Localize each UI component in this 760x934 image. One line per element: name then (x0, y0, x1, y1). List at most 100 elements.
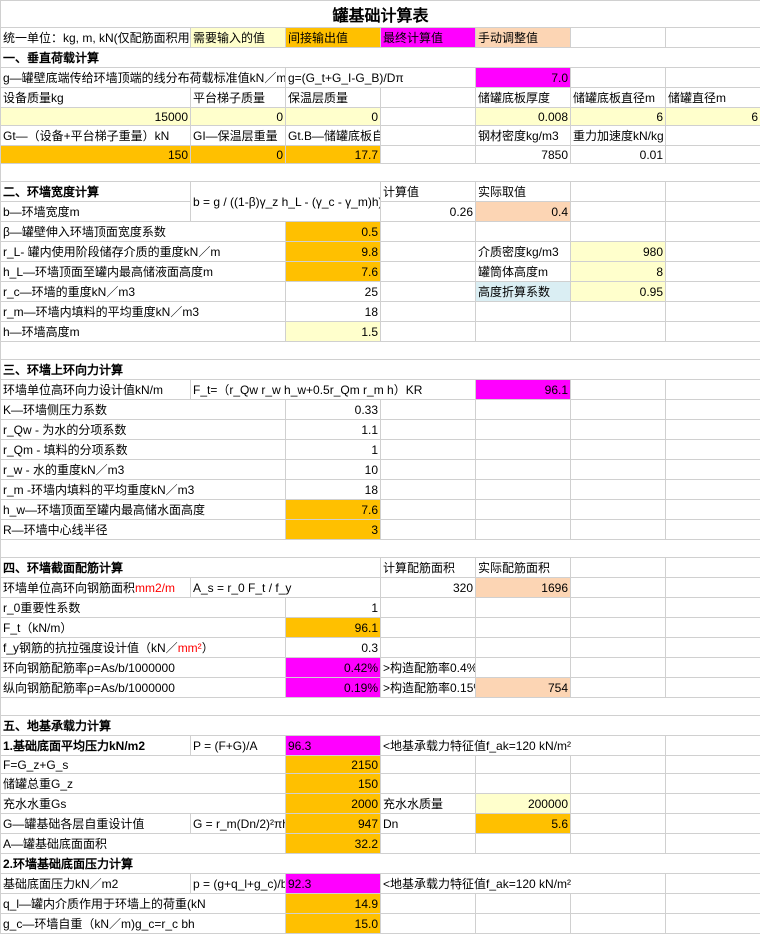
s2-r3v: 9.8 (286, 242, 381, 262)
s5-r3v: 150 (286, 774, 381, 794)
s1-formula: g=(G_t+G_I-G_B)/Dπ (286, 68, 476, 88)
s5-r7a: 基础底面压力kN／m2 (1, 874, 191, 894)
s5-s1f: P = (F+G)/A (191, 736, 286, 756)
s5-r2a: F=G_z+G_s (1, 756, 286, 774)
s5-r5f: G = r_m(Dn/2)²πh+Dπbhr_c (191, 814, 286, 834)
s4-r1f: A_s = r_0 F_t / f_y (191, 578, 381, 598)
s2-r5b: 高度折算系数 (476, 282, 571, 302)
s3-r8a: R—环墙中心线半径 (1, 520, 286, 540)
s1-r3f: 6 (666, 108, 760, 126)
s2-r5bv: 0.95 (571, 282, 666, 302)
legend-calc: 间接输出值 (286, 28, 381, 48)
s5-s2h: 2.环墙基础底面压力计算 (1, 854, 760, 874)
s5-r4bv: 200000 (476, 794, 571, 814)
s5-r8v: 14.9 (286, 894, 381, 914)
s5-r6a: A—罐基础底面面积 (1, 834, 286, 854)
s1-r4e: 重力加速度kN/kg (571, 126, 666, 146)
s4-r2v: 1 (286, 598, 381, 618)
s4-r2a: r_0重要性系数 (1, 598, 286, 618)
s1-r2f: 储罐直径m (666, 88, 760, 108)
s2-header: 二、环墙宽度计算 (1, 182, 191, 202)
s4-r6b: >构造配筋率0.15% (381, 678, 476, 698)
s3-r2v: 0.33 (286, 400, 381, 420)
s3-r4a: r_Qm - 填料的分项系数 (1, 440, 286, 460)
s5-r7note: <地基承载力特征值f_ak=120 kN/m² (381, 874, 666, 894)
s3-r6v: 18 (286, 480, 381, 500)
s2-formula: b = g / ((1-β)γ_z h_L - (γ_c - γ_m)h) (191, 182, 381, 222)
s3-r3v: 1.1 (286, 420, 381, 440)
s4-r1v: 320 (381, 578, 476, 598)
s1-r3b: 0 (191, 108, 286, 126)
s2-r3b: 介质密度kg/m3 (476, 242, 571, 262)
s1-r1a: g—罐壁底端传给环墙顶端的线分布荷载标准值kN／m (1, 68, 286, 88)
s4-r4v: 0.3 (286, 638, 381, 658)
s2-r1act: 0.4 (476, 202, 571, 222)
s5-r7v: 92.3 (286, 874, 381, 894)
s4-r6a: 纵向钢筋配筋率ρ=As/b/1000000 (1, 678, 286, 698)
s5-r5v: 947 (286, 814, 381, 834)
s5-s1v: 96.3 (286, 736, 381, 756)
s3-r4v: 1 (286, 440, 381, 460)
s2-r7v: 1.5 (286, 322, 381, 342)
s1-r3d: 0.008 (476, 108, 571, 126)
s2-r4bv: 8 (571, 262, 666, 282)
s2-r2v: 0.5 (286, 222, 381, 242)
s1-r4c: Gt.B—储罐底板自 (286, 126, 381, 146)
s3-r5a: r_w - 水的重度kN／m3 (1, 460, 286, 480)
s5-header: 五、地基承载力计算 (1, 716, 760, 736)
s1-r2c: 保温层质量 (286, 88, 381, 108)
s1-r5e: 0.01 (571, 146, 666, 164)
s4-r3v: 96.1 (286, 618, 381, 638)
s1-r2d: 储罐底板厚度 (476, 88, 571, 108)
s1-r5d: 7850 (476, 146, 571, 164)
s5-r4a: 充水水重Gs (1, 794, 286, 814)
s1-header: 一、垂直荷载计算 (1, 48, 760, 68)
s2-r1a: b—环墙宽度m (1, 202, 191, 222)
s4-r5b: >构造配筋率0.4% (381, 658, 476, 678)
s2-actlbl: 实际取值 (476, 182, 571, 202)
s5-r5bv: 5.6 (476, 814, 571, 834)
s5-r9v: 15.0 (286, 914, 381, 934)
s4-r4a: f_y钢筋的抗拉强度设计值（kN／mm²） (1, 638, 286, 658)
s4-r6v: 0.19% (286, 678, 381, 698)
s3-r1a: 环墙单位高环向力设计值kN/m (1, 380, 191, 400)
s3-header: 三、环墙上环向力计算 (1, 360, 760, 380)
s3-r2a: K—环墙侧压力系数 (1, 400, 286, 420)
s1-r1v: 7.0 (476, 68, 571, 88)
s1-r2e: 储罐底板直径m (571, 88, 666, 108)
s1-r4d: 钢材密度kg/m3 (476, 126, 571, 146)
s2-r5a: r_c—环墙的重度kN／m3 (1, 282, 286, 302)
s3-r1b: F_t=（r_Qw r_w h_w+0.5r_Qm r_m h）KR (191, 380, 476, 400)
s1-r5b: 0 (191, 146, 286, 164)
s5-r5a: G—罐基础各层自重设计值 (1, 814, 191, 834)
legend-final: 最终计算值 (381, 28, 476, 48)
s3-r6a: r_m -环墙内填料的平均重度kN／m3 (1, 480, 286, 500)
s4-header: 四、环墙截面配筋计算 (1, 558, 381, 578)
s2-r3a: r_L- 罐内使用阶段储存介质的重度kN／m (1, 242, 286, 262)
s4-calclbl: 计算配筋面积 (381, 558, 476, 578)
s4-r5a: 环向钢筋配筋率ρ=As/b/1000000 (1, 658, 286, 678)
s1-r5c: 17.7 (286, 146, 381, 164)
s5-r4b: 充水水质量 (381, 794, 476, 814)
s3-r5v: 10 (286, 460, 381, 480)
s3-r1v: 96.1 (476, 380, 571, 400)
s2-r6a: r_m—环墙内填料的平均重度kN／m3 (1, 302, 286, 322)
s1-r3e: 6 (571, 108, 666, 126)
s4-r1a: 环墙单位高环向钢筋面积mm2/m (1, 578, 191, 598)
legend-input: 需要输入的值 (191, 28, 286, 48)
s2-r4v: 7.6 (286, 262, 381, 282)
s5-s1h: 1.基础底面平均压力kN/m2 (1, 736, 191, 756)
s3-r7v: 7.6 (286, 500, 381, 520)
s5-r4v: 2000 (286, 794, 381, 814)
s1-r4a: Gt—（设备+平台梯子重量）kN (1, 126, 191, 146)
s1-r2b: 平台梯子质量 (191, 88, 286, 108)
s2-r6v: 18 (286, 302, 381, 322)
s5-r2v: 2150 (286, 756, 381, 774)
s1-r4b: GI—保温层重量 (191, 126, 286, 146)
s2-r1v: 0.26 (381, 202, 476, 222)
s4-r5v: 0.42% (286, 658, 381, 678)
s1-r2a: 设备质量kg (1, 88, 191, 108)
s3-r3a: r_Qw - 为水的分项系数 (1, 420, 286, 440)
s1-r3a: 15000 (1, 108, 191, 126)
units-label: 统一单位：kg, m, kN(仅配筋面积用mm²) (1, 28, 191, 48)
